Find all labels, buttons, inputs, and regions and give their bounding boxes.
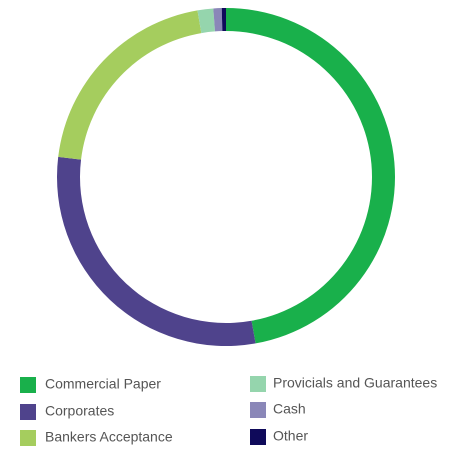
legend-label: Bankers Acceptance (45, 429, 173, 445)
legend-label: Corporates (45, 403, 114, 419)
legend-swatch (20, 377, 36, 393)
legend-label: Commercial Paper (45, 376, 161, 392)
legend-label: Other (273, 428, 308, 444)
legend-swatch (250, 429, 266, 445)
legend-swatch (250, 376, 266, 392)
legend-label: Provicials and Guarantees (273, 375, 437, 391)
donut-segment (226, 8, 395, 344)
donut-segment (56, 156, 256, 346)
donut-segment (58, 10, 202, 160)
donut-segment (221, 8, 226, 32)
donut-segment (213, 8, 223, 32)
legend-label: Cash (273, 401, 306, 417)
legend-swatch (20, 404, 36, 420)
legend-swatch (250, 402, 266, 418)
donut-segment (197, 8, 216, 34)
legend-swatch (20, 430, 36, 446)
